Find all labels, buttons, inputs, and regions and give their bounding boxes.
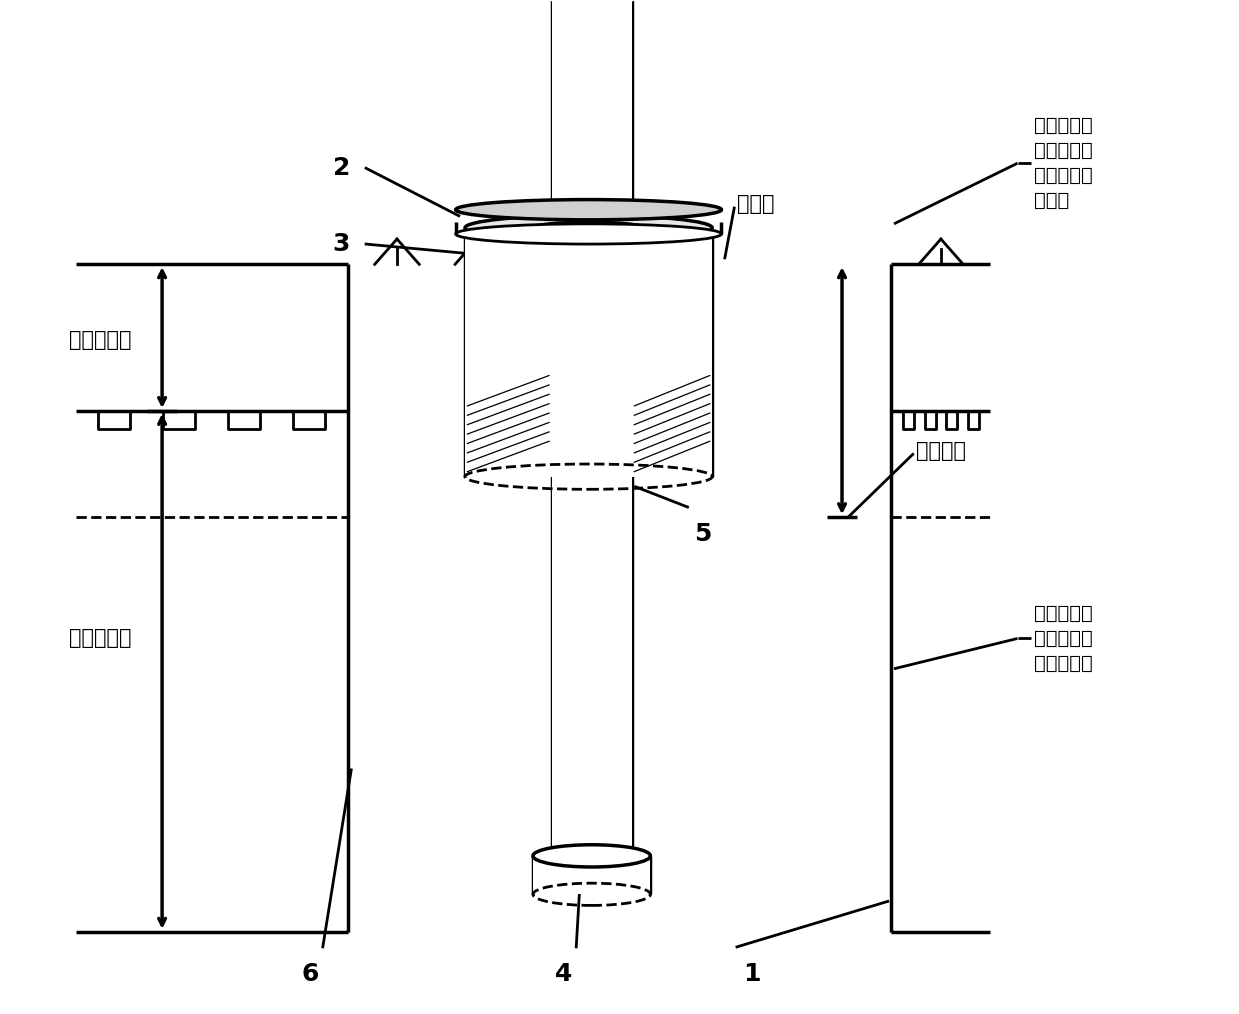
Text: 4: 4 (555, 962, 572, 986)
Ellipse shape (533, 845, 650, 867)
Text: 5: 5 (694, 522, 711, 547)
Text: 套管与钻孔
之间用洁净
的粗砂或碎
石回填: 套管与钻孔 之间用洁净 的粗砂或碎 石回填 (1033, 117, 1093, 210)
Ellipse shape (456, 200, 721, 220)
Text: 基准杆与钻
孔之间用粘
土砂浆回填: 基准杆与钻 孔之间用粘 土砂浆回填 (1033, 604, 1093, 673)
Text: 1: 1 (743, 962, 761, 986)
Ellipse shape (456, 224, 721, 244)
Bar (533, 856, 650, 894)
Text: 冻土上限: 冻土上限 (916, 441, 966, 461)
Text: 6: 6 (302, 962, 320, 986)
Bar (465, 234, 712, 477)
Ellipse shape (533, 222, 644, 234)
Text: 季节融化层: 季节融化层 (69, 331, 131, 350)
Text: 3: 3 (332, 232, 349, 257)
Text: 原地面: 原地面 (737, 194, 774, 214)
Bar (551, 1, 632, 856)
Text: 多年冻土层: 多年冻土层 (69, 629, 131, 649)
Ellipse shape (465, 215, 712, 240)
Text: 2: 2 (332, 156, 349, 180)
